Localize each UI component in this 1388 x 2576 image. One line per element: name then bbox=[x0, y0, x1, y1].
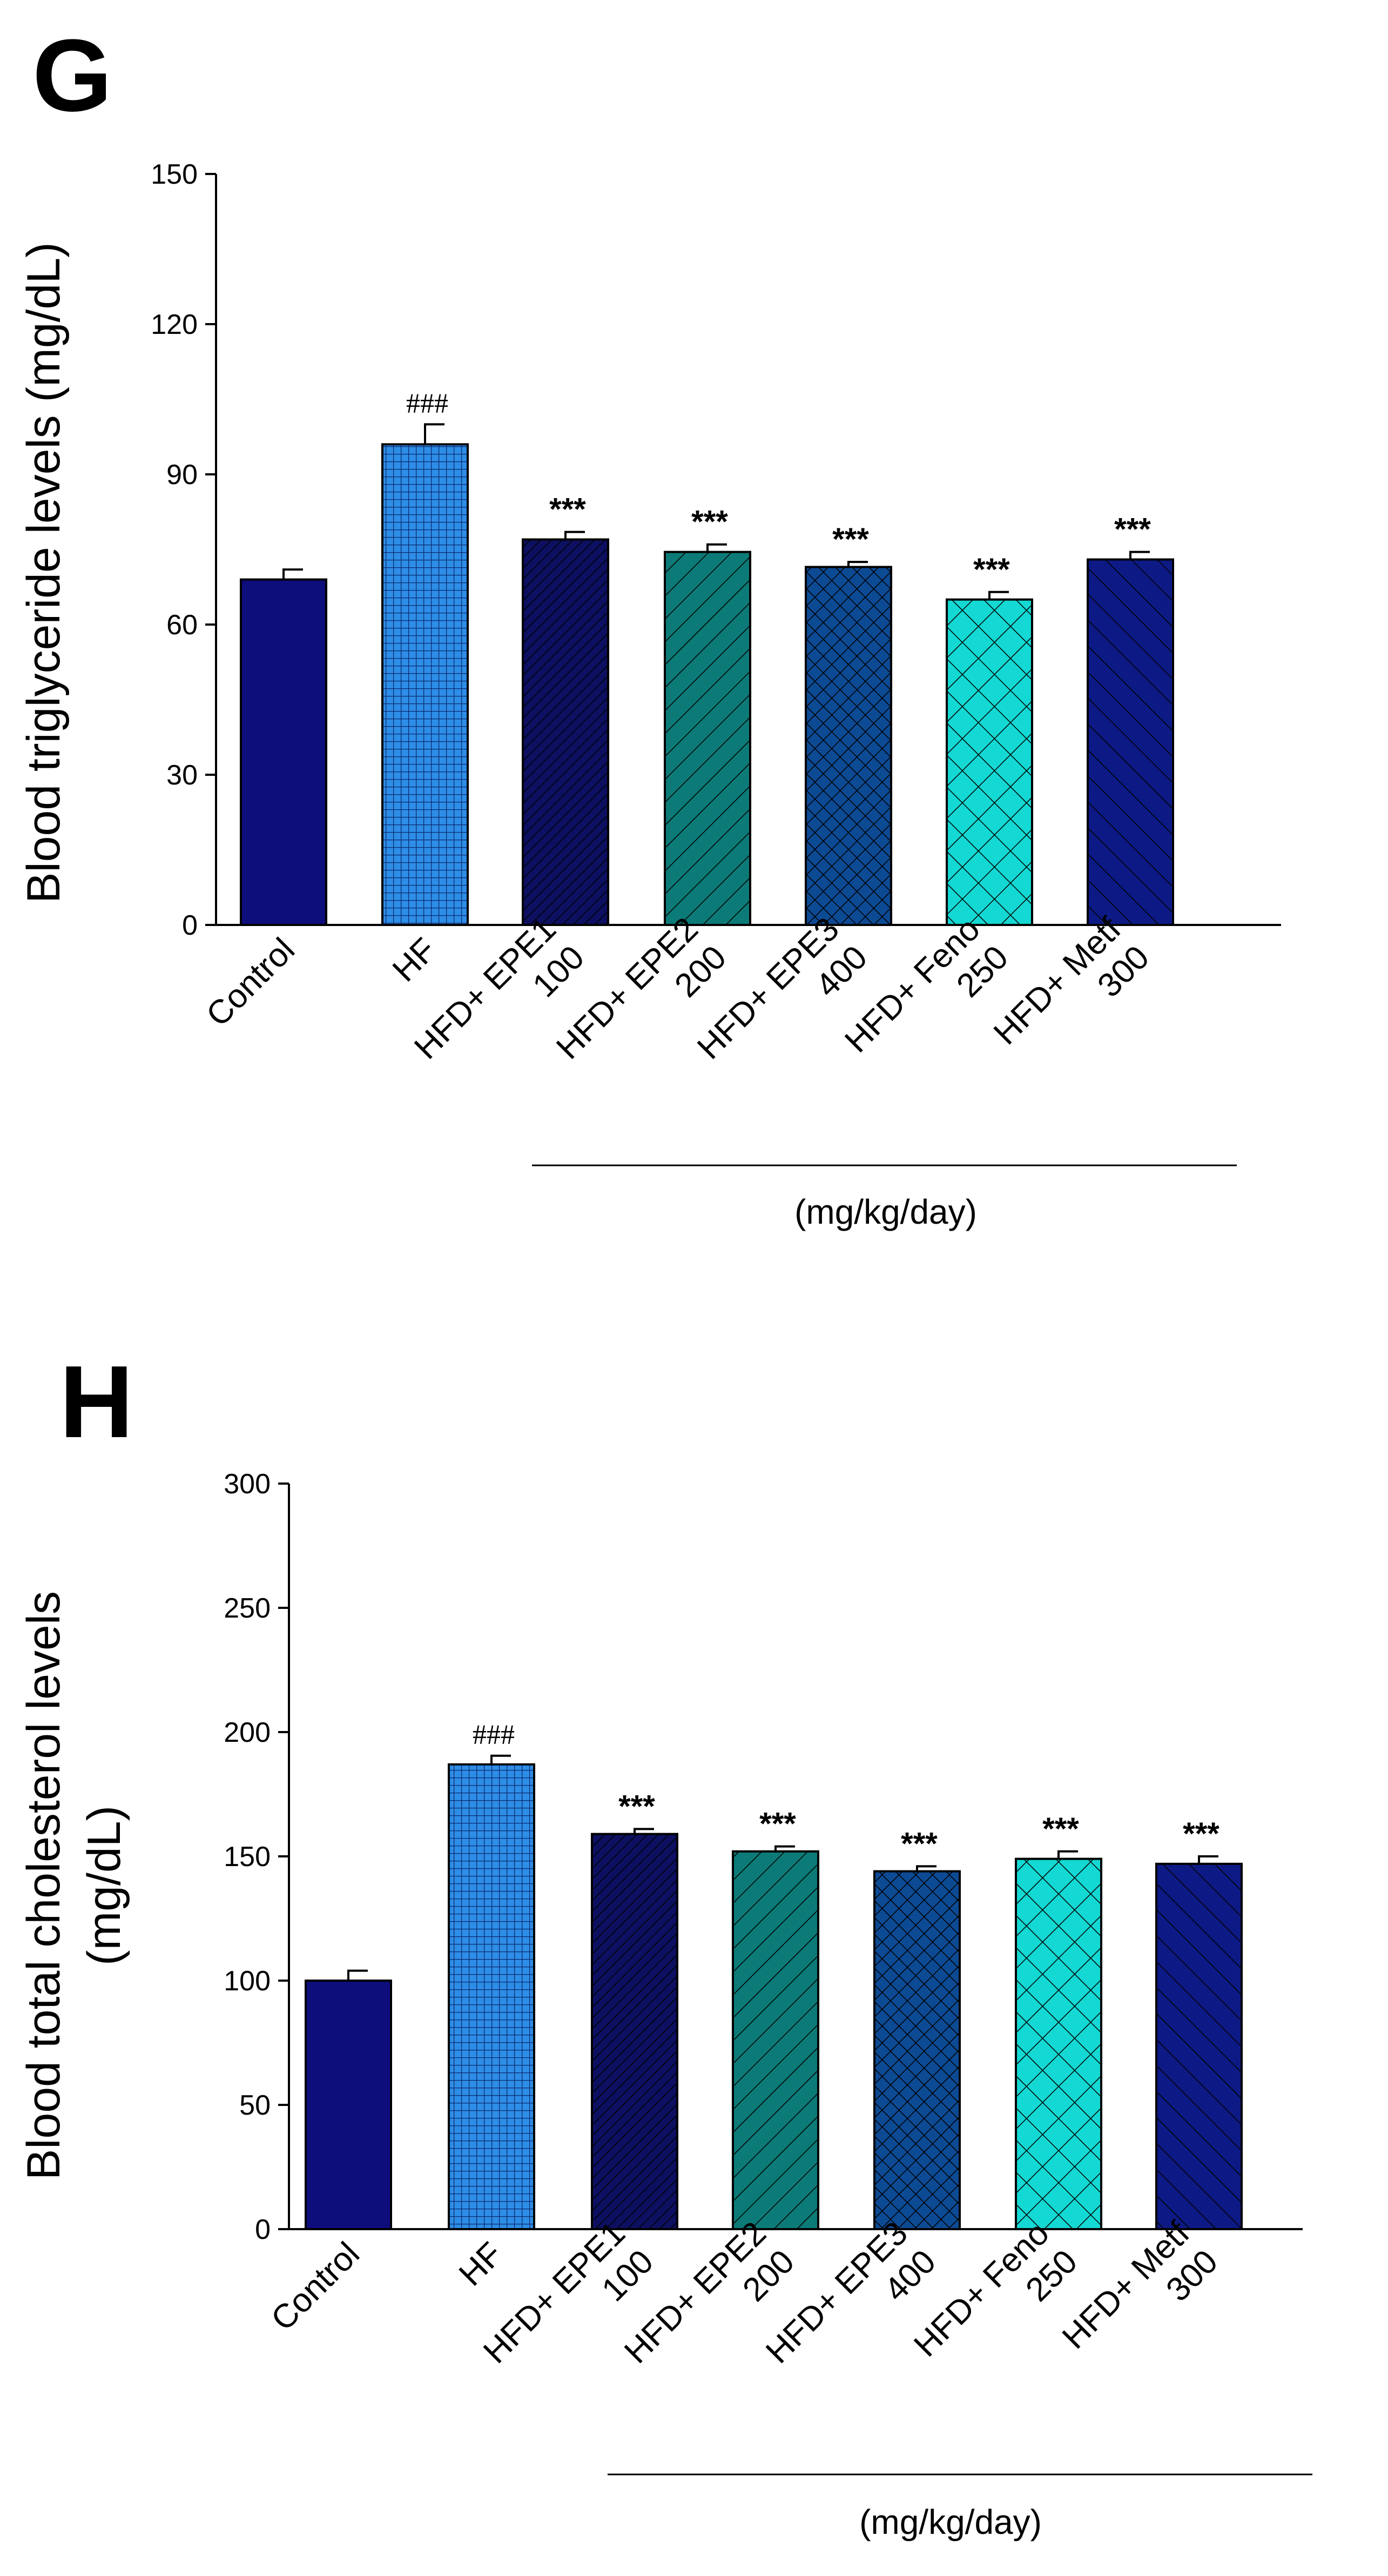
significance-stars: *** bbox=[973, 552, 1010, 587]
x-tick-label-text: HFD+ EPE3400 bbox=[690, 910, 874, 1095]
y-tick-label: 250 bbox=[224, 1593, 271, 1624]
y-axis-label-g: Blood triglyceride levels (mg/dL) bbox=[18, 242, 70, 903]
bar-hatch bbox=[1016, 1859, 1101, 2229]
significance-stars: *** bbox=[832, 522, 869, 557]
x-tick-label-line: HF bbox=[452, 2235, 510, 2293]
x-tick-label: HF bbox=[386, 931, 443, 989]
y-tick-label: 150 bbox=[151, 159, 198, 190]
y-tick-label: 50 bbox=[239, 2090, 271, 2121]
x-tick-label-text: Control bbox=[199, 931, 302, 1034]
x-tick-label-text: HF bbox=[452, 2235, 510, 2293]
x-tick-label-line: Control bbox=[199, 931, 302, 1034]
significance-stars: *** bbox=[691, 505, 728, 540]
x-tick-label-text: HFD+ EPE2200 bbox=[617, 2215, 801, 2399]
x-tick-label: HFD+ EPE2200 bbox=[617, 2215, 801, 2399]
x-tick-label-line: HF bbox=[386, 931, 443, 989]
significance-stars: *** bbox=[1042, 1812, 1079, 1847]
bar-hatch bbox=[382, 444, 468, 925]
bar-hatch bbox=[523, 539, 608, 925]
x-tick-label: HFD+ EPE2200 bbox=[549, 910, 733, 1095]
x-tick-label: HFD+ EPE3400 bbox=[759, 2215, 943, 2399]
significance-stars: *** bbox=[1183, 1816, 1219, 1852]
x-tick-label-text: HFD+ EPE2200 bbox=[549, 910, 733, 1095]
y-ticks-h: 0 50 100 150 200 250 300 bbox=[224, 1468, 289, 2245]
y-axis-label-h-line1: Blood total cholesterol levels bbox=[18, 1591, 70, 2180]
bars-h: ### *** *** *** *** *** bbox=[305, 1720, 1243, 2231]
x-tick-label: HFD+ EPE1100 bbox=[476, 2215, 661, 2399]
significance-stars: *** bbox=[618, 1789, 655, 1824]
bar-hatch bbox=[806, 567, 891, 925]
group-label-g: (mg/kg/day) bbox=[794, 1192, 977, 1231]
bar-hatch bbox=[947, 599, 1032, 925]
significance-stars: *** bbox=[901, 1826, 938, 1861]
y-tick-label: 120 bbox=[151, 309, 198, 340]
panel-label-h: H bbox=[59, 1345, 133, 1459]
x-tick-label: HFD+ Feno250 bbox=[838, 910, 1015, 1088]
significance-hash: ### bbox=[406, 388, 448, 419]
x-tick-label: HF bbox=[452, 2235, 510, 2293]
bar-hatch bbox=[449, 1764, 534, 2229]
y-tick-label: 200 bbox=[224, 1717, 271, 1748]
y-tick-label: 90 bbox=[166, 459, 198, 491]
significance-stars: *** bbox=[1114, 512, 1151, 547]
x-tick-label-text: HFD+ EPE1100 bbox=[407, 910, 591, 1095]
x-tick-label: HFD+ Feno250 bbox=[907, 2215, 1084, 2392]
y-tick-label: 300 bbox=[224, 1468, 271, 1500]
y-ticks-g: 0 30 60 90 120 150 bbox=[151, 159, 216, 941]
y-tick-label: 100 bbox=[224, 1965, 271, 1997]
x-tick-label: HFD+ EPE3400 bbox=[690, 910, 874, 1095]
chart-g: G Blood triglyceride levels (mg/dL) 0 30 6… bbox=[18, 18, 1281, 1231]
group-label-h: (mg/kg/day) bbox=[859, 2503, 1042, 2541]
panel-label-g: G bbox=[32, 18, 112, 133]
x-tick-label: Control bbox=[264, 2235, 367, 2338]
chart-h: H Blood total cholesterol levels (mg/dL)… bbox=[18, 1345, 1312, 2541]
x-tick-label-text: HFD+ Metf300 bbox=[987, 910, 1157, 1081]
significance-stars: *** bbox=[759, 1807, 796, 1842]
y-tick-label: 30 bbox=[166, 760, 198, 791]
bar-hatch bbox=[733, 1851, 818, 2229]
bar-hatch bbox=[665, 552, 750, 925]
significance-stars: *** bbox=[549, 492, 586, 527]
y-tick-label: 150 bbox=[224, 1841, 271, 1873]
x-tick-label-text: HFD+ EPE3400 bbox=[759, 2215, 943, 2399]
bar bbox=[241, 579, 326, 925]
y-axis-label-h-line2: (mg/dL) bbox=[78, 1806, 130, 1965]
y-tick-label: 0 bbox=[255, 2214, 271, 2245]
x-tick-label: HFD+ Metf300 bbox=[987, 910, 1157, 1081]
x-tick-label-text: HF bbox=[386, 931, 443, 989]
x-tick-label-text: HFD+ Feno250 bbox=[838, 910, 1015, 1088]
x-tick-label: HFD+ Metf300 bbox=[1055, 2215, 1225, 2385]
y-tick-label: 60 bbox=[166, 609, 198, 641]
x-tick-label-text: HFD+ Feno250 bbox=[907, 2215, 1084, 2392]
x-tick-label: Control bbox=[199, 931, 302, 1034]
x-tick-label-text: HFD+ EPE1100 bbox=[476, 2215, 661, 2399]
x-tick-label-line: Control bbox=[264, 2235, 367, 2338]
x-tick-label-text: HFD+ Metf300 bbox=[1055, 2215, 1225, 2385]
bar-hatch bbox=[1088, 559, 1173, 925]
x-tick-label: HFD+ EPE1100 bbox=[407, 910, 591, 1095]
bars-g: ### *** *** *** *** *** bbox=[240, 388, 1174, 926]
bar-hatch bbox=[1156, 1863, 1242, 2229]
significance-hash: ### bbox=[473, 1720, 515, 1750]
bar bbox=[306, 1981, 391, 2229]
bar-hatch bbox=[874, 1871, 960, 2229]
y-tick-label: 0 bbox=[182, 910, 198, 941]
bar-hatch bbox=[592, 1834, 677, 2229]
x-tick-label-text: Control bbox=[264, 2235, 367, 2338]
